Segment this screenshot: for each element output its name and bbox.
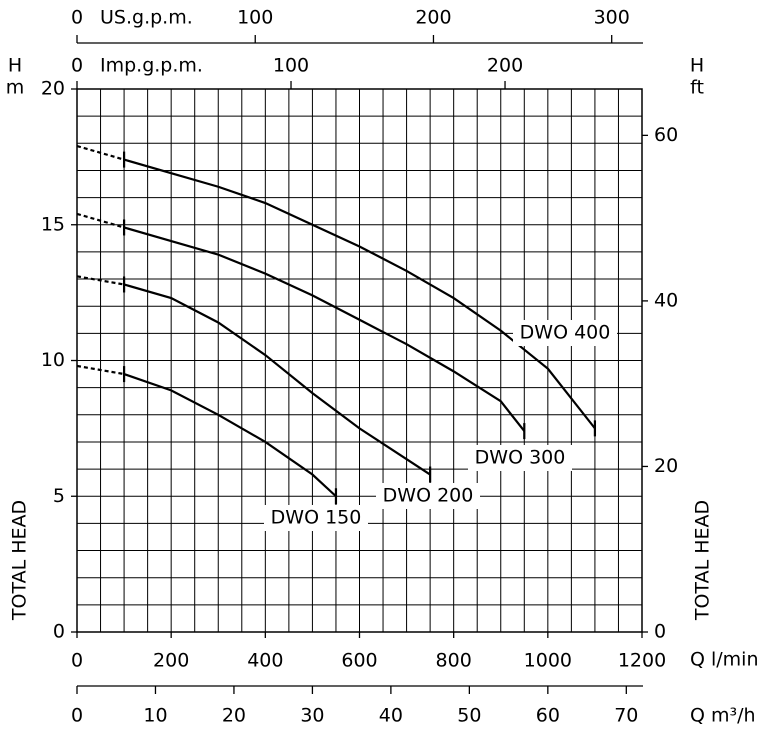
curve bbox=[123, 373, 337, 498]
curve-label: DWO 400 bbox=[520, 322, 611, 344]
x-tick-label: 0 bbox=[71, 650, 83, 672]
y2-tick-label: 40 bbox=[654, 289, 678, 311]
x-tick-label: 600 bbox=[341, 650, 377, 672]
y-tick-label: 15 bbox=[41, 213, 65, 235]
extra-axis-title: Imp.g.p.m. bbox=[100, 55, 203, 77]
curve-label-bg bbox=[264, 505, 368, 531]
extra-axis-tick-label: 70 bbox=[614, 705, 638, 727]
extra-axis-tick-label: 10 bbox=[143, 705, 167, 727]
curve bbox=[123, 283, 431, 476]
y-title-left: TOTAL HEAD bbox=[9, 500, 31, 621]
curve-label-bg bbox=[468, 445, 572, 471]
extra-axis-tick-label: 0 bbox=[71, 7, 83, 29]
y2-tick-label: 60 bbox=[654, 124, 678, 146]
curve-label-bg bbox=[513, 320, 617, 346]
x-title: Q l/min bbox=[690, 649, 759, 671]
extra-axis-tick-label: 100 bbox=[273, 55, 309, 77]
x-tick-label: 1000 bbox=[524, 650, 572, 672]
curve-label: DWO 150 bbox=[271, 507, 362, 529]
extra-axis-tick-label: 20 bbox=[222, 705, 246, 727]
y2-tick-label: 20 bbox=[654, 455, 678, 477]
extra-axis-tick-label: 200 bbox=[487, 55, 523, 77]
curve-start-dashed bbox=[76, 212, 125, 229]
y-tick-label: 10 bbox=[41, 349, 65, 371]
y-symbol-left: H bbox=[8, 55, 22, 77]
curve-label-bg bbox=[376, 483, 480, 509]
curve-label: DWO 200 bbox=[383, 485, 474, 507]
curve-label: DWO 300 bbox=[475, 447, 566, 469]
y-symbol-right: H bbox=[690, 55, 704, 77]
x-tick-label: 800 bbox=[436, 650, 472, 672]
x-tick-label: 400 bbox=[247, 650, 283, 672]
extra-axis-tick-label: 30 bbox=[300, 705, 324, 727]
y-tick-label: 20 bbox=[41, 78, 65, 100]
curve-start-dashed bbox=[76, 275, 125, 286]
extra-axis-title: US.g.p.m. bbox=[100, 7, 193, 29]
x-tick-label: 1200 bbox=[618, 650, 666, 672]
extra-axis-tick-label: 200 bbox=[415, 7, 451, 29]
curve-start-dashed bbox=[76, 144, 125, 161]
extra-axis-title: Q m³/h bbox=[690, 705, 756, 727]
plot-frame bbox=[76, 88, 643, 633]
extra-axis-tick-label: 0 bbox=[71, 55, 83, 77]
curve bbox=[123, 226, 526, 432]
y-unit-left: m bbox=[6, 77, 25, 99]
extra-axis-tick-label: 100 bbox=[237, 7, 273, 29]
extra-axis-tick-label: 300 bbox=[594, 7, 630, 29]
extra-axis-tick-label: 60 bbox=[536, 705, 560, 727]
extra-axis-tick-label: 50 bbox=[457, 705, 481, 727]
y-unit-right: ft bbox=[690, 77, 704, 99]
curve-start-dashed bbox=[76, 364, 125, 376]
y-tick-label: 5 bbox=[53, 485, 65, 507]
y-tick-label: 0 bbox=[53, 621, 65, 643]
extra-axis-tick-label: 0 bbox=[71, 705, 83, 727]
x-tick-label: 200 bbox=[153, 650, 189, 672]
y-title-right: TOTAL HEAD bbox=[692, 500, 714, 621]
y2-tick-label: 0 bbox=[654, 621, 666, 643]
extra-axis-tick-label: 40 bbox=[379, 705, 403, 727]
